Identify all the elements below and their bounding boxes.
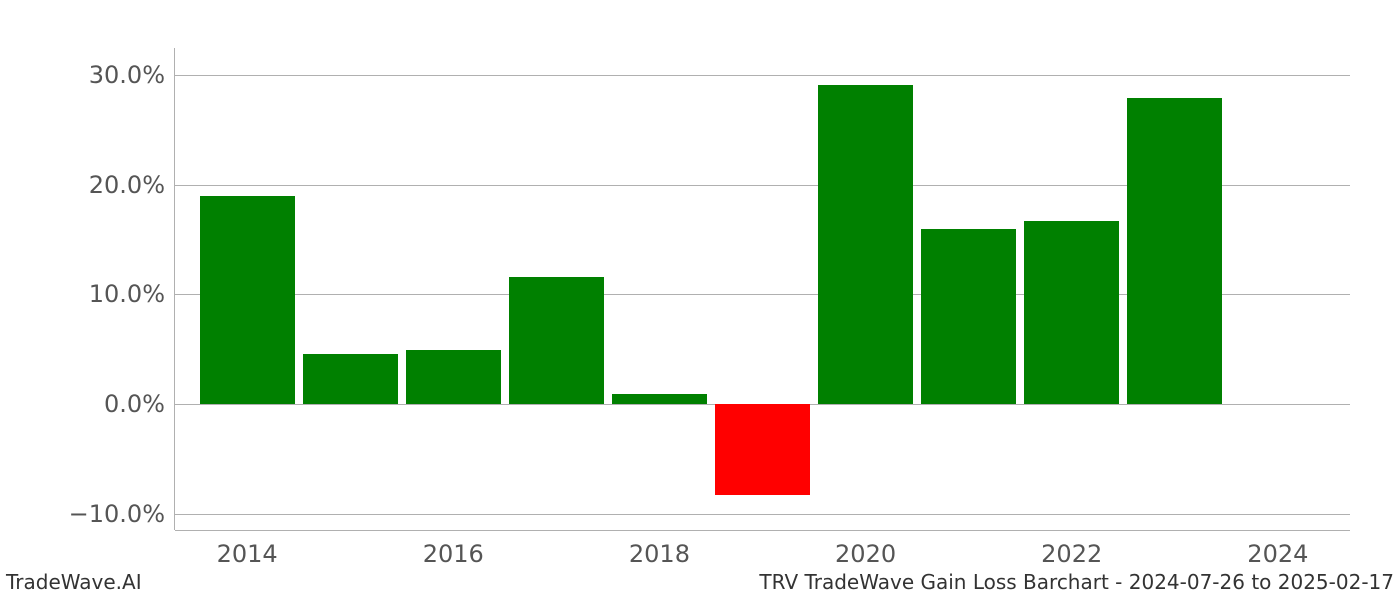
bar (715, 404, 810, 495)
bar (509, 277, 604, 404)
bar (1127, 98, 1222, 404)
xtick-label: 2024 (1247, 540, 1308, 568)
bar (1024, 221, 1119, 404)
gridline (175, 514, 1350, 515)
footer-brand: TradeWave.AI (6, 570, 142, 594)
xtick-label: 2014 (217, 540, 278, 568)
axis-spine-bottom (175, 530, 1350, 531)
gridline (175, 75, 1350, 76)
ytick-label: −10.0% (69, 500, 165, 528)
bar (921, 229, 1016, 404)
axis-spine-left (174, 48, 175, 530)
xtick-label: 2018 (629, 540, 690, 568)
ytick-label: 30.0% (89, 61, 165, 89)
plot-area (175, 48, 1350, 530)
xtick-label: 2022 (1041, 540, 1102, 568)
bar (818, 85, 913, 404)
gain-loss-barchart (175, 48, 1350, 530)
ytick-label: 20.0% (89, 171, 165, 199)
ytick-label: 10.0% (89, 280, 165, 308)
bar (406, 350, 501, 404)
xtick-label: 2020 (835, 540, 896, 568)
footer-caption: TRV TradeWave Gain Loss Barchart - 2024-… (759, 570, 1394, 594)
ytick-label: 0.0% (104, 390, 165, 418)
xtick-label: 2016 (423, 540, 484, 568)
bar (303, 354, 398, 404)
bar (200, 196, 295, 404)
bar (612, 394, 707, 404)
